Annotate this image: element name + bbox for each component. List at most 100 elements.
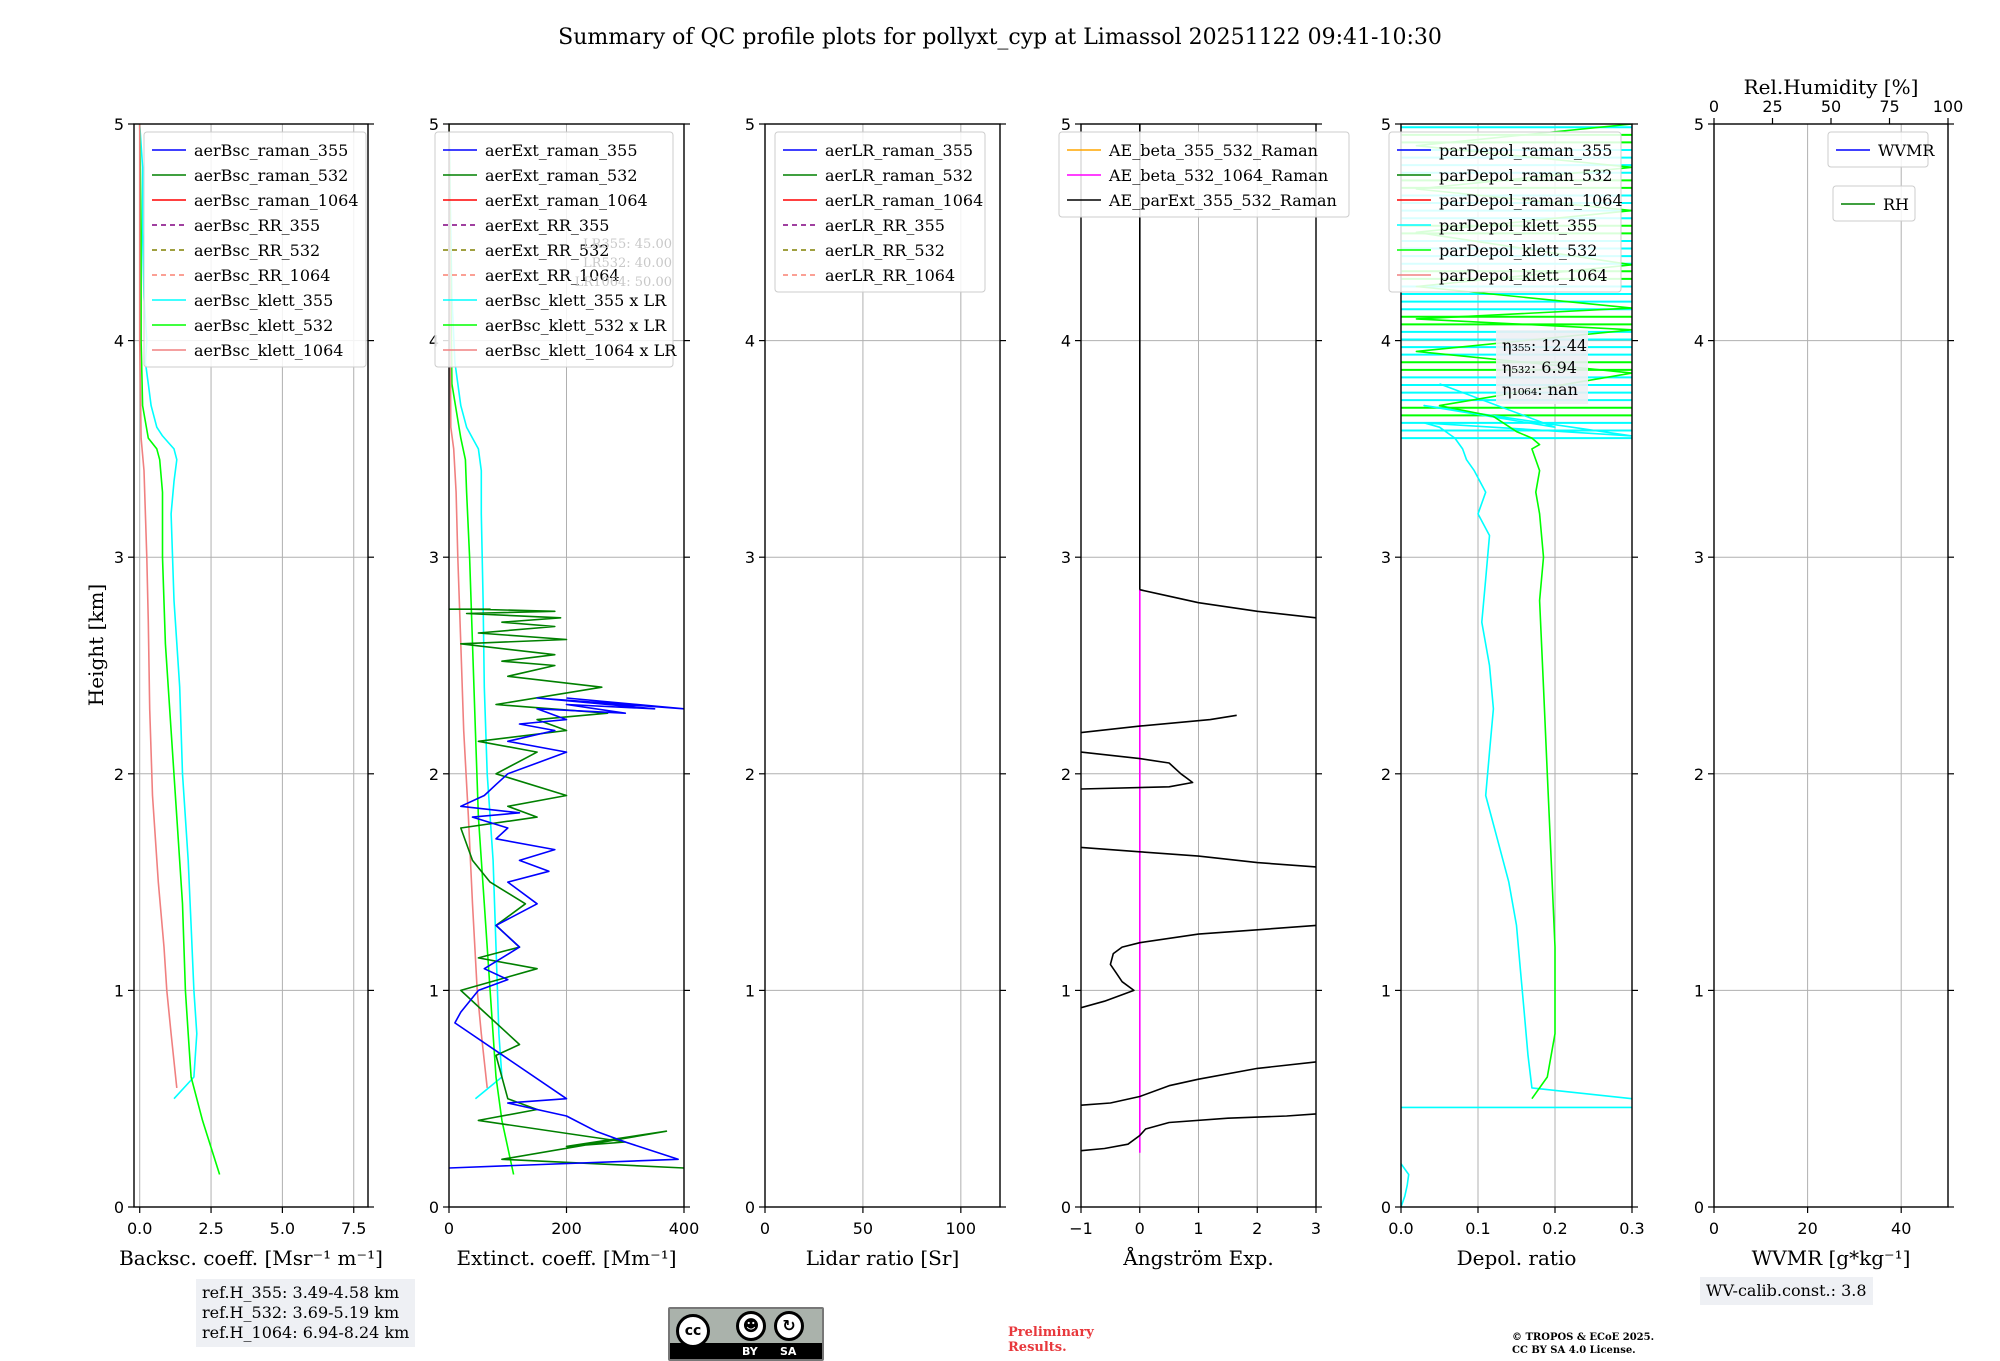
series-line-AE_parExt_355_532_Raman xyxy=(1081,1061,1316,1106)
panel-1: 0.0 2.5 5.0 7.5 0 1 2 3 4 5 Backsc. coeff. [Msr⁻¹ … xyxy=(114,115,383,1270)
y-tick-label: 1 xyxy=(1694,981,1704,1000)
wv-calib-const: WV-calib.const.: 3.8 xyxy=(1706,1281,1867,1300)
legend-label: aerExt_raman_1064 xyxy=(485,191,648,210)
series-line-AE_parExt_355_532_Raman xyxy=(1139,588,1316,619)
legend-label: aerLR_raman_1064 xyxy=(825,191,983,210)
y-tick-label: 0 xyxy=(745,1198,755,1217)
axes-frame xyxy=(1713,123,1949,1208)
y-tick-label: 1 xyxy=(429,981,439,1000)
y-tick-label: 1 xyxy=(1061,981,1071,1000)
axes-frame xyxy=(133,123,369,1208)
y-tick-label: 4 xyxy=(1694,332,1704,351)
x-tick-label: 2.5 xyxy=(198,1219,223,1238)
legend-label: RH xyxy=(1883,195,1909,214)
y-tick-label: 5 xyxy=(1381,115,1391,134)
series-line-AE_parExt_355_532_Raman xyxy=(1081,846,1316,868)
eta-value: η₃₅₅: 12.44 xyxy=(1502,336,1587,355)
wv-calib-box: WV-calib.const.: 3.8 xyxy=(1700,1277,1873,1305)
y-tick-label: 2 xyxy=(429,765,439,784)
preliminary-note: Preliminary Results. xyxy=(1008,1325,1094,1355)
y-tick-label: 2 xyxy=(1694,765,1704,784)
axes-frame xyxy=(448,123,685,1208)
legend-frame xyxy=(1388,131,1622,293)
legend-frame xyxy=(143,131,367,368)
legend-label: parDepol_klett_355 xyxy=(1439,216,1597,235)
top-x-tick-label: 25 xyxy=(1762,97,1782,116)
x-tick-label: 0.0 xyxy=(1388,1219,1413,1238)
x-axis-label: Backsc. coeff. [Msr⁻¹ m⁻¹] xyxy=(119,1246,383,1270)
legend-label: aerBsc_raman_1064 xyxy=(194,191,359,210)
y-tick-label: 0 xyxy=(1694,1198,1704,1217)
legend-label: aerBsc_klett_1064 x LR xyxy=(485,341,677,360)
series-line-AE_parExt_355_532_Raman xyxy=(1081,751,1194,790)
legend: aerExt_raman_355 aerExt_raman_532 aerExt_r… xyxy=(434,131,677,368)
legend-label: aerLR_RR_355 xyxy=(825,216,945,235)
legend: aerBsc_raman_355 aerBsc_raman_532 aerBsc_r… xyxy=(143,131,367,368)
panel-2: 0 200 400 0 1 2 3 4 5 Extinct. coeff. [Mm⁻¹] aerEx… xyxy=(429,115,699,1270)
eta-box-bg xyxy=(1496,330,1588,404)
y-tick-label: 2 xyxy=(745,765,755,784)
legend-label: aerBsc_RR_532 xyxy=(194,241,320,260)
x-tick-label: 0 xyxy=(1709,1219,1719,1238)
series-line-parDepol_klett_355_low xyxy=(1401,1163,1410,1207)
x-tick-label: 0 xyxy=(1135,1219,1145,1238)
top-x-tick-label: 0 xyxy=(1709,97,1719,116)
figure-title: Summary of QC profile plots for pollyxt_… xyxy=(558,25,1442,50)
cc-by-label: BY xyxy=(742,1345,758,1358)
legend-label: aerExt_RR_532 xyxy=(485,241,609,260)
y-tick-label: 4 xyxy=(745,332,755,351)
y-tick-label: 3 xyxy=(114,548,124,567)
cc-icon: cc xyxy=(676,1314,710,1348)
y-tick-label: 3 xyxy=(1694,548,1704,567)
y-tick-label: 3 xyxy=(1061,548,1071,567)
legend-label: aerBsc_raman_532 xyxy=(194,166,348,185)
top-axis-label: Rel.Humidity [%] xyxy=(1744,75,1919,99)
preliminary-line-2: Results. xyxy=(1008,1340,1067,1355)
y-tick-label: 5 xyxy=(1061,115,1071,134)
y-tick-label: 5 xyxy=(429,115,439,134)
y-tick-label: 3 xyxy=(1381,548,1391,567)
top-x-tick-label: 100 xyxy=(1933,97,1964,116)
lidar-ratio-note: LR1064: 50.00 xyxy=(575,275,672,290)
x-axis-label: WVMR [g*kg⁻¹] xyxy=(1752,1246,1911,1270)
cc-sa-label: SA xyxy=(780,1345,797,1358)
series-line-aerExt_raman_355 xyxy=(449,697,684,1169)
x-tick-label: 3 xyxy=(1311,1219,1321,1238)
y-tick-label: 4 xyxy=(1061,332,1071,351)
legend-frame xyxy=(774,131,986,293)
legend-label: aerBsc_klett_1064 xyxy=(194,341,343,360)
x-tick-label: 20 xyxy=(1797,1219,1817,1238)
series-line-aerExt_raman_532 xyxy=(449,608,684,1169)
y-tick-label: 5 xyxy=(745,115,755,134)
series-line-AE_parExt_355_532_Raman xyxy=(1081,924,1316,1009)
legend-label: aerBsc_klett_355 xyxy=(194,291,333,310)
x-tick-label: 40 xyxy=(1891,1219,1911,1238)
x-tick-label: 400 xyxy=(669,1219,700,1238)
legend-label: aerBsc_RR_1064 xyxy=(194,266,330,285)
legend-label: aerBsc_RR_355 xyxy=(194,216,320,235)
lidar-ratio-note: LR355: 45.00 xyxy=(583,237,672,252)
panel-3: 0 50 100 0 1 2 3 4 5 Lidar ratio [Sr] aerLR_raman_… xyxy=(745,115,1006,1270)
legend-label: aerExt_raman_532 xyxy=(485,166,638,185)
legend-label: aerBsc_klett_355 x LR xyxy=(485,291,667,310)
x-tick-label: 0.1 xyxy=(1465,1219,1490,1238)
legend-label: parDepol_klett_532 xyxy=(1439,241,1597,260)
plot-area xyxy=(449,124,684,1175)
x-axis-label: Depol. ratio xyxy=(1457,1246,1577,1270)
eta-value: η₅₃₂: 6.94 xyxy=(1502,358,1577,377)
x-tick-label: 0 xyxy=(444,1219,454,1238)
panel-6: 0 20 40 0 1 2 3 4 5 WVMR [g*kg⁻¹] 0 25 50 75 100 Rel.Hu… xyxy=(1694,75,1963,1270)
series-line-aerBsc_klett_532 xyxy=(138,124,221,1175)
y-tick-label: 1 xyxy=(114,981,124,1000)
legend-label: parDepol_raman_532 xyxy=(1439,166,1612,185)
legend-label: AE_beta_355_532_Raman xyxy=(1108,141,1318,160)
series-line-aerBsc_klett_532 x LR xyxy=(449,124,515,1175)
series-line-AE_parExt_355_532_Raman xyxy=(1081,1113,1316,1152)
sa-share-alike-icon: ↻ xyxy=(774,1311,804,1341)
x-tick-label: 5.0 xyxy=(270,1219,295,1238)
y-tick-label: 1 xyxy=(1381,981,1391,1000)
preliminary-line-1: Preliminary xyxy=(1008,1325,1094,1340)
legend-label: aerExt_RR_1064 xyxy=(485,266,620,285)
legend-label: parDepol_klett_1064 xyxy=(1439,266,1608,285)
